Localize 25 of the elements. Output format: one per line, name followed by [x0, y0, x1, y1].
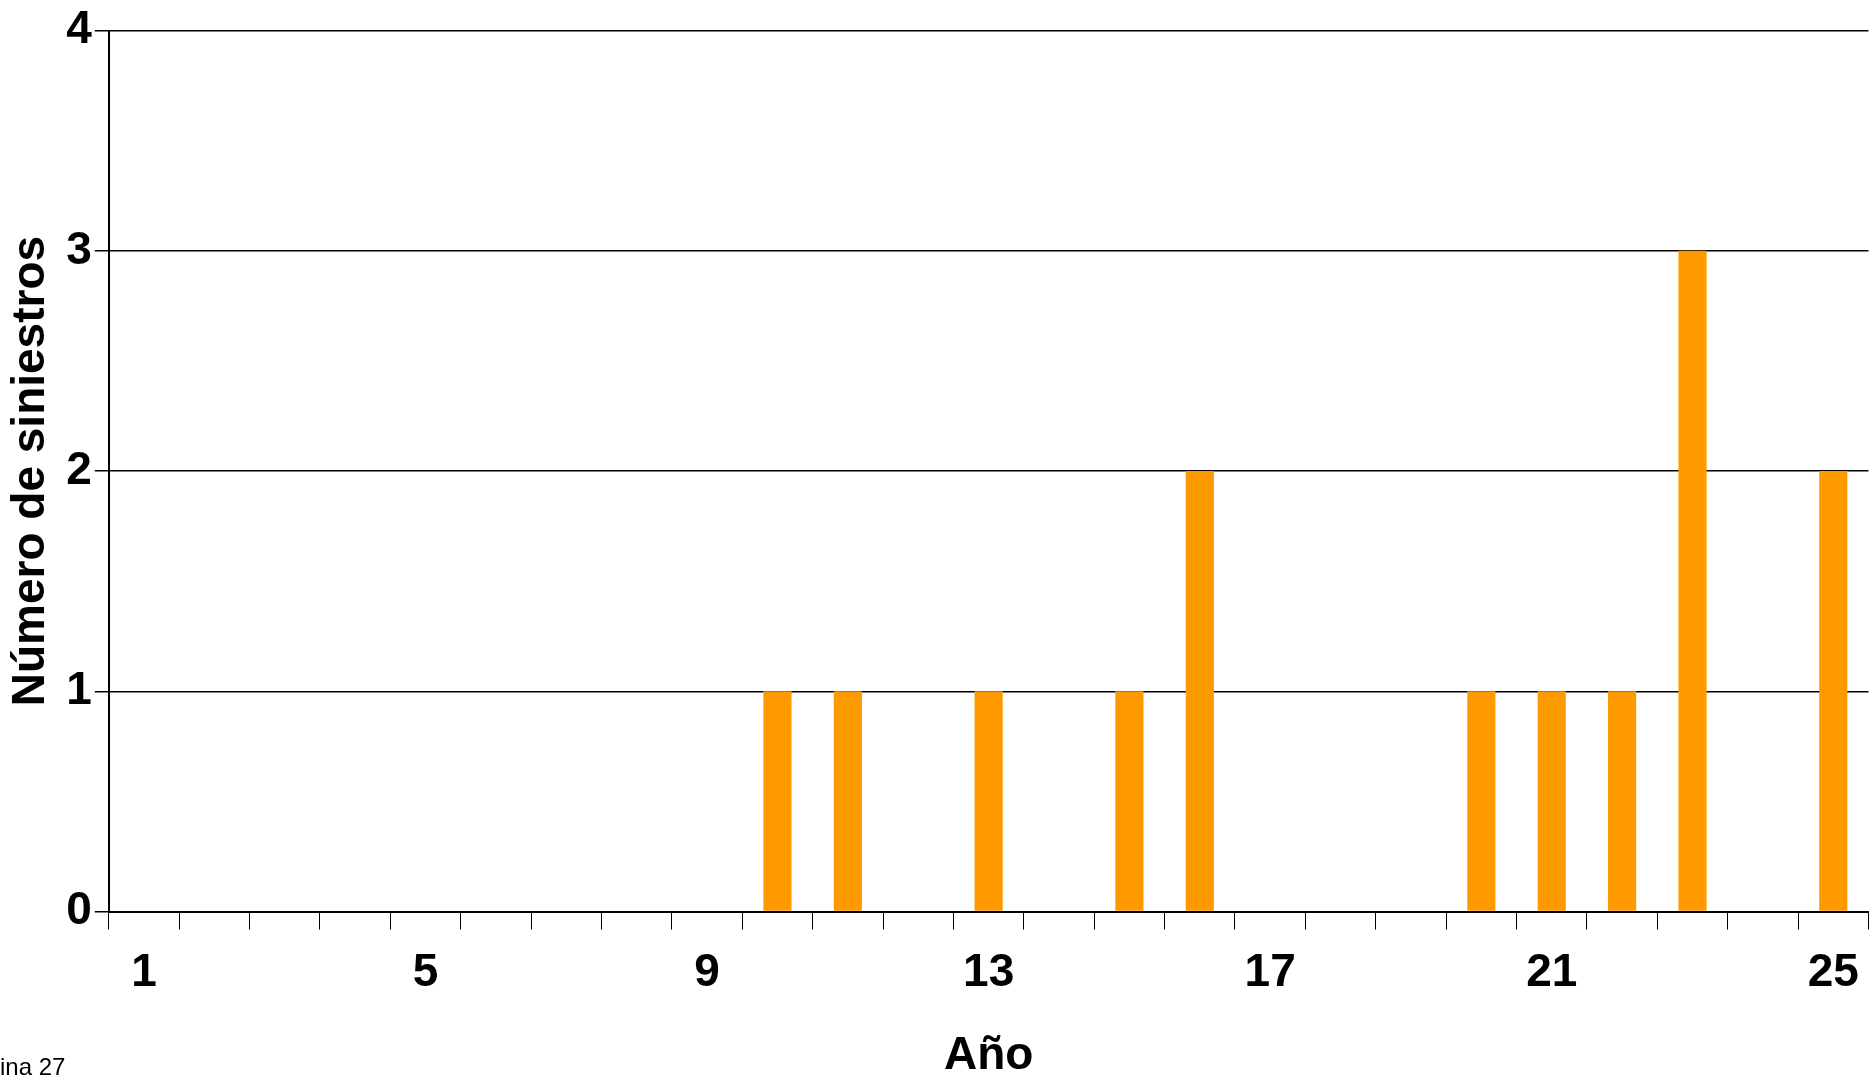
- bar: [1608, 691, 1637, 911]
- bar: [1819, 471, 1848, 911]
- y-tick-label: 3: [66, 221, 92, 274]
- bar: [1115, 691, 1144, 911]
- x-tick-label: 17: [1244, 943, 1296, 996]
- bar: [1185, 471, 1214, 911]
- text: ina 27: [0, 1052, 66, 1080]
- bar: [763, 691, 792, 911]
- bar: [1537, 691, 1566, 911]
- x-tick-label: 9: [694, 943, 720, 996]
- y-tick-label: 2: [66, 441, 92, 494]
- x-tick-label: 13: [963, 943, 1015, 996]
- x-tick-label: 5: [412, 943, 439, 996]
- bar: [1678, 250, 1707, 911]
- x-tick-label: 1: [131, 943, 157, 996]
- x-tick-label: 25: [1807, 943, 1859, 996]
- y-tick-label: 4: [66, 1, 93, 54]
- x-axis-title: Año: [943, 1027, 1034, 1080]
- y-tick-label: 1: [66, 662, 92, 715]
- bar: [833, 691, 862, 911]
- bar: [1467, 691, 1496, 911]
- bar: [974, 691, 1003, 911]
- x-tick-label: 21: [1526, 943, 1578, 996]
- y-axis-title: Número de siniestros: [2, 235, 55, 707]
- y-tick-label: 0: [66, 882, 92, 935]
